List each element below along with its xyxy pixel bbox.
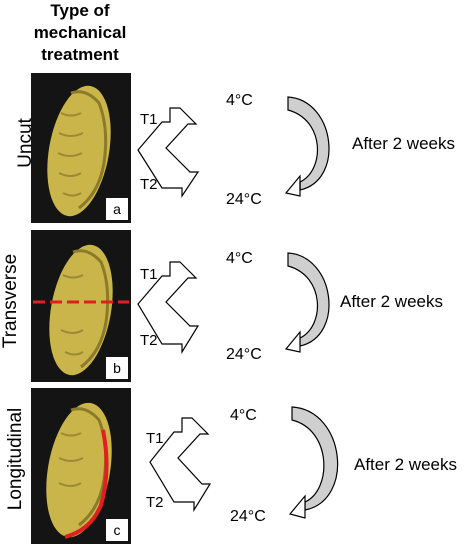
cold-temp-longitudinal: 4°C — [230, 407, 257, 424]
after-label-uncut: After 2 weeks — [352, 134, 455, 153]
t1-t2-arrow-transverse — [137, 261, 200, 355]
curved-arrow-uncut — [284, 96, 330, 197]
longitudinal-cut-line — [64, 429, 109, 539]
cold-temp-transverse: 4°C — [226, 250, 253, 267]
t2-label-uncut: T2 — [140, 176, 158, 193]
t1-t2-arrow-uncut — [137, 107, 200, 198]
column-header: Type of mechanical treatment — [20, 0, 140, 66]
t1-label-uncut: T1 — [140, 111, 158, 128]
after-label-transverse: After 2 weeks — [340, 292, 443, 311]
t2-label-longitudinal: T2 — [146, 494, 164, 511]
warm-temp-longitudinal: 24°C — [230, 508, 266, 525]
header-line-2: mechanical — [33, 23, 127, 42]
curved-arrow-longitudinal — [288, 406, 339, 519]
cold-temp-uncut: 4°C — [226, 92, 253, 109]
warm-temp-transverse: 24°C — [226, 346, 262, 363]
t1-label-longitudinal: T1 — [146, 430, 164, 447]
curved-arrow-transverse — [284, 252, 330, 353]
panel-letter-c: c — [106, 519, 128, 541]
seed-photo-longitudinal: c — [31, 388, 131, 544]
header-line-1: Type of — [50, 1, 110, 20]
t2-label-transverse: T2 — [140, 332, 158, 349]
t1-label-transverse: T1 — [140, 266, 158, 283]
panel-letter-a: a — [106, 198, 128, 220]
t1-t2-arrow-longitudinal — [149, 417, 212, 513]
warm-temp-uncut: 24°C — [226, 191, 262, 208]
seed-photo-uncut: a — [31, 73, 131, 223]
panel-letter-b: b — [106, 357, 128, 379]
seed-photo-transverse: b — [31, 230, 131, 382]
after-label-longitudinal: After 2 weeks — [354, 455, 457, 474]
header-line-3: treatment — [41, 45, 119, 64]
